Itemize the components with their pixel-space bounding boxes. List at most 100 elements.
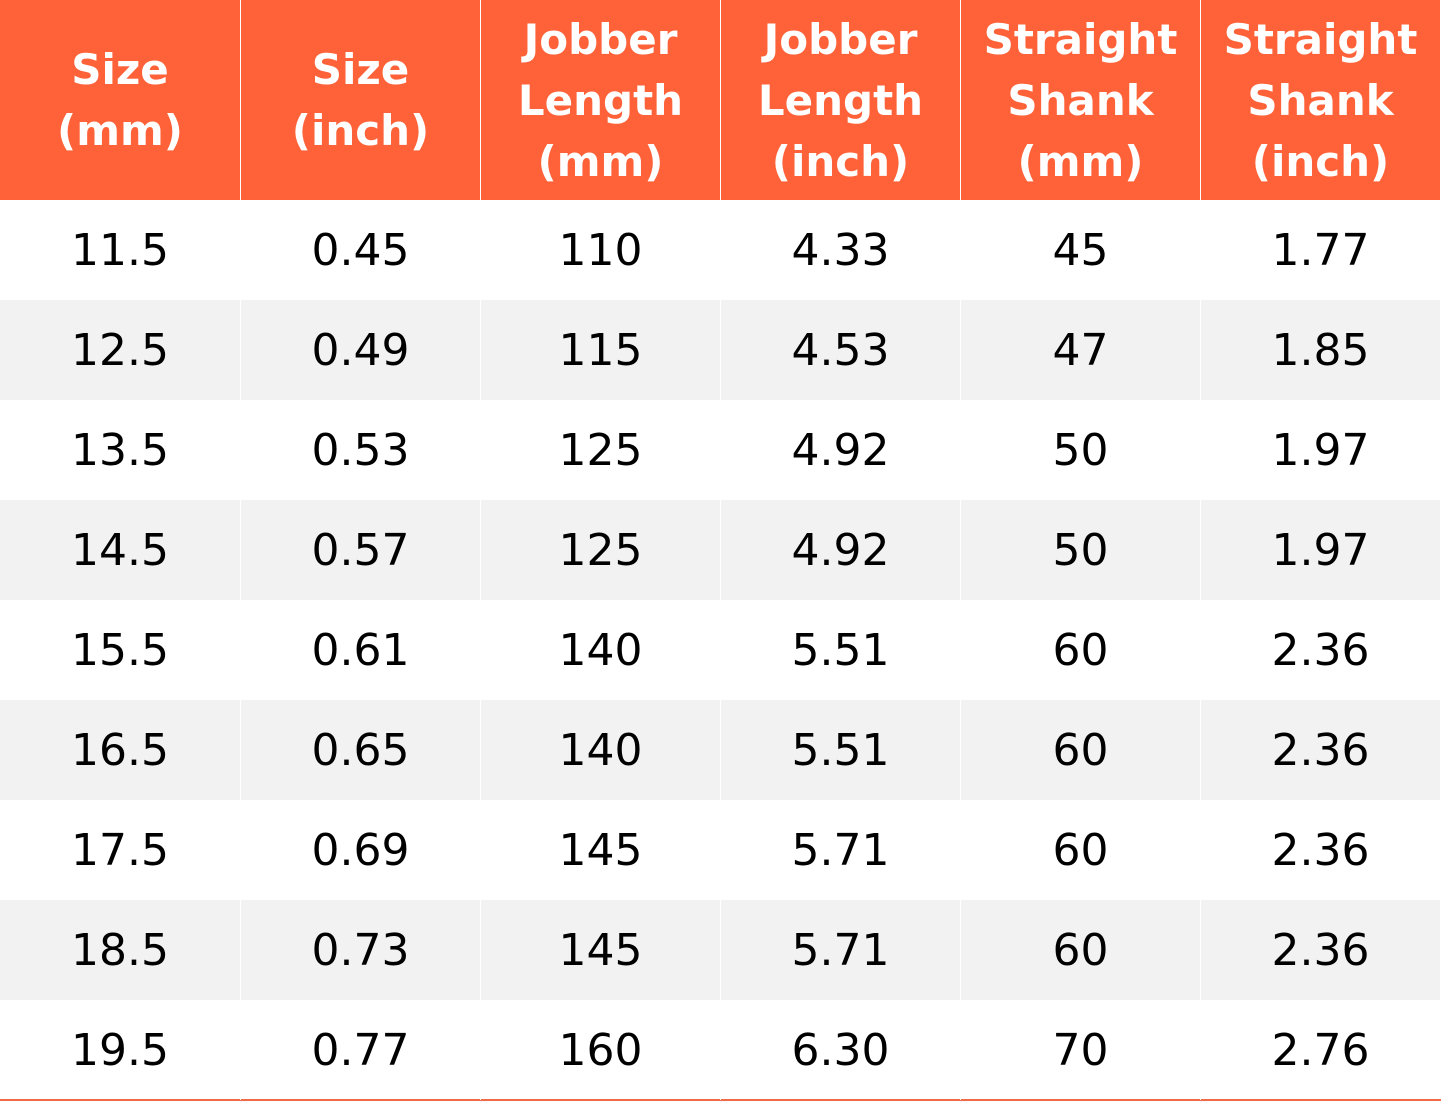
cell-text: 0.45 bbox=[311, 224, 410, 276]
table-cell: 140 bbox=[480, 700, 720, 800]
table-cell: 4.53 bbox=[720, 300, 960, 400]
header-cell: Size (inch) bbox=[240, 0, 480, 200]
cell-text: 1.77 bbox=[1271, 224, 1370, 276]
table-cell: 15.5 bbox=[0, 600, 240, 700]
cell-text: 12.5 bbox=[71, 324, 169, 376]
cell-text: 0.65 bbox=[311, 724, 410, 776]
table-cell: 140 bbox=[480, 600, 720, 700]
header-cell: Size (mm) bbox=[0, 0, 240, 200]
table-cell: 4.92 bbox=[720, 400, 960, 500]
table-cell: 18.5 bbox=[0, 900, 240, 1000]
cell-text: 47 bbox=[1052, 324, 1109, 376]
header-text: (mm) bbox=[1017, 136, 1144, 186]
table-cell: 11.5 bbox=[0, 200, 240, 300]
cell-text: 0.57 bbox=[311, 524, 410, 576]
table-cell: 14.5 bbox=[0, 500, 240, 600]
cell-text: 70 bbox=[1052, 1024, 1109, 1076]
table-cell: 1.97 bbox=[1200, 400, 1440, 500]
table-cell: 5.71 bbox=[720, 800, 960, 900]
header-text: (inch) bbox=[1251, 136, 1390, 186]
cell-text: 2.36 bbox=[1271, 624, 1370, 676]
cell-text: 4.92 bbox=[791, 424, 890, 476]
table-cell: 0.57 bbox=[240, 500, 480, 600]
cell-text: 145 bbox=[558, 824, 643, 876]
header-text: Jobber bbox=[523, 14, 678, 64]
header-text: (inch) bbox=[291, 106, 430, 155]
table-cell: 5.51 bbox=[720, 700, 960, 800]
cell-text: 45 bbox=[1052, 224, 1109, 276]
table-cell: 6.30 bbox=[720, 1000, 960, 1100]
header-cell: Jobber Length (mm) bbox=[480, 0, 720, 200]
header-text: Jobber bbox=[763, 14, 918, 64]
cell-text: 110 bbox=[558, 224, 643, 276]
cell-text: 2.36 bbox=[1271, 724, 1370, 776]
cell-text: 0.69 bbox=[311, 824, 410, 876]
table-cell: 0.53 bbox=[240, 400, 480, 500]
table-cell: 0.45 bbox=[240, 200, 480, 300]
cell-text: 11.5 bbox=[71, 224, 169, 276]
cell-text: 2.36 bbox=[1271, 924, 1370, 976]
cell-text: 60 bbox=[1052, 624, 1109, 676]
table-cell: 5.51 bbox=[720, 600, 960, 700]
cell-text: 16.5 bbox=[71, 724, 169, 776]
cell-text: 1.97 bbox=[1271, 424, 1370, 476]
cell-text: 6.30 bbox=[791, 1024, 890, 1076]
table-cell: 0.73 bbox=[240, 900, 480, 1000]
table-cell: 115 bbox=[480, 300, 720, 400]
table-cell: 110 bbox=[480, 200, 720, 300]
cell-text: 60 bbox=[1052, 924, 1109, 976]
header-text: Length bbox=[517, 75, 684, 125]
cell-text: 115 bbox=[558, 324, 643, 376]
table-cell: 4.33 bbox=[720, 200, 960, 300]
cell-text: 0.73 bbox=[311, 924, 410, 976]
table-cell: 70 bbox=[960, 1000, 1200, 1100]
table-cell: 16.5 bbox=[0, 700, 240, 800]
table-cell: 125 bbox=[480, 500, 720, 600]
header-cell: Straight Shank (mm) bbox=[960, 0, 1200, 200]
cell-text: 145 bbox=[558, 924, 643, 976]
cell-text: 50 bbox=[1052, 424, 1109, 476]
table-cell: 17.5 bbox=[0, 800, 240, 900]
cell-text: 0.61 bbox=[311, 624, 410, 676]
cell-text: 125 bbox=[558, 424, 643, 476]
cell-text: 15.5 bbox=[71, 624, 169, 676]
table-cell: 12.5 bbox=[0, 300, 240, 400]
table-cell: 60 bbox=[960, 600, 1200, 700]
table-cell: 1.77 bbox=[1200, 200, 1440, 300]
header-cell: Straight Shank (inch) bbox=[1200, 0, 1440, 200]
header-cell: Jobber Length (inch) bbox=[720, 0, 960, 200]
cell-text: 5.51 bbox=[791, 624, 890, 676]
cell-text: 4.53 bbox=[791, 324, 890, 376]
header-text: Shank bbox=[1007, 75, 1154, 125]
table-cell: 60 bbox=[960, 800, 1200, 900]
table-cell: 19.5 bbox=[0, 1000, 240, 1100]
cell-text: 4.33 bbox=[791, 224, 890, 276]
table-cell: 5.71 bbox=[720, 900, 960, 1000]
cell-text: 60 bbox=[1052, 824, 1109, 876]
cell-text: 125 bbox=[558, 524, 643, 576]
table-cell: 2.76 bbox=[1200, 1000, 1440, 1100]
table-cell: 0.61 bbox=[240, 600, 480, 700]
header-text: Straight bbox=[1223, 14, 1418, 64]
table-cell: 47 bbox=[960, 300, 1200, 400]
cell-text: 1.85 bbox=[1271, 324, 1370, 376]
cell-text: 18.5 bbox=[71, 924, 169, 976]
header-text: (mm) bbox=[537, 136, 664, 186]
table-cell: 13.5 bbox=[0, 400, 240, 500]
cell-text: 13.5 bbox=[71, 424, 169, 476]
cell-text: 5.71 bbox=[791, 924, 890, 976]
table-cell: 2.36 bbox=[1200, 600, 1440, 700]
cell-text: 50 bbox=[1052, 524, 1109, 576]
cell-text: 0.49 bbox=[311, 324, 410, 376]
cell-text: 140 bbox=[558, 624, 643, 676]
cell-text: 2.76 bbox=[1271, 1024, 1370, 1076]
cell-text: 140 bbox=[558, 724, 643, 776]
table-cell: 145 bbox=[480, 900, 720, 1000]
cell-text: 5.51 bbox=[791, 724, 890, 776]
header-text: (inch) bbox=[771, 136, 910, 186]
table-cell: 1.97 bbox=[1200, 500, 1440, 600]
cell-text: 60 bbox=[1052, 724, 1109, 776]
table-cell: 125 bbox=[480, 400, 720, 500]
